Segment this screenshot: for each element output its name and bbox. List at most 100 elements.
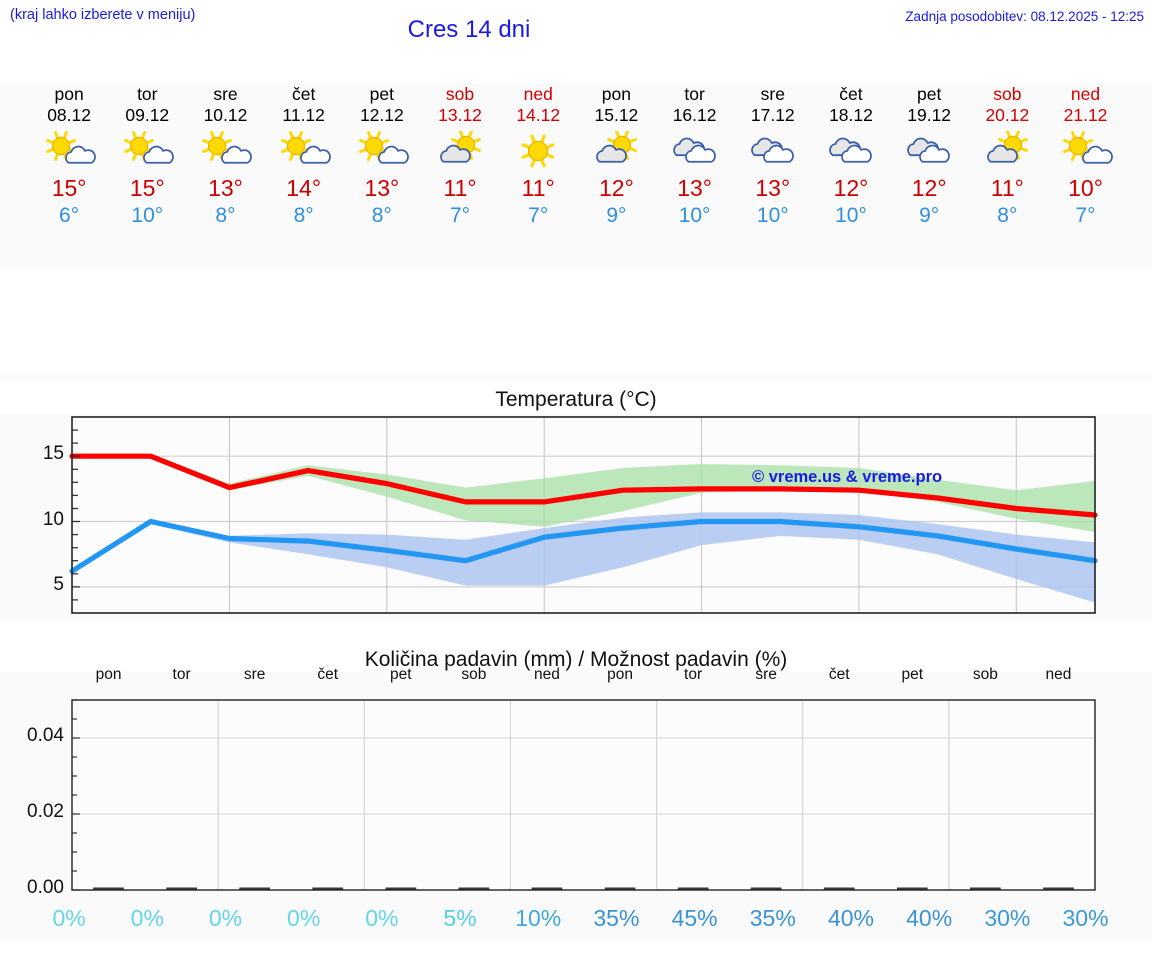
temp-min-label: 10°	[678, 204, 711, 227]
day-of-week-label: sob	[445, 84, 475, 104]
forecast-day-card[interactable]: tor 16.12 13° 10°	[656, 84, 734, 268]
day-date-label: 21.12	[1063, 105, 1108, 125]
overcast-icon	[823, 128, 879, 174]
day-date-label: 19.12	[907, 105, 952, 125]
forecast-days-row: pon 08.12 15° 6° tor 09.12 15° 10° sre 10.12 13…	[0, 84, 1152, 268]
precip-bar	[166, 887, 197, 890]
temp-min-label: 9°	[606, 204, 627, 227]
day-of-week-label: pon	[54, 84, 84, 104]
precipitation-chart-svg	[0, 672, 1152, 936]
forecast-day-card[interactable]: sre 10.12 13° 8°	[186, 84, 264, 268]
precip-bar	[93, 887, 124, 890]
precip-probability-label: 30%	[984, 905, 1031, 931]
temperature-chart: 5 10 15	[0, 375, 1152, 620]
forecast-day-card[interactable]: pet 19.12 12° 9°	[890, 84, 968, 268]
day-date-label: 17.12	[750, 105, 795, 125]
precip-bar	[823, 887, 855, 890]
forecast-day-card[interactable]: čet 18.12 12° 10°	[812, 84, 890, 268]
forecast-day-card[interactable]: pet 12.12 13° 8°	[343, 84, 421, 268]
temp-min-label: 8°	[997, 204, 1018, 227]
forecast-day-card[interactable]: ned 21.12 10° 7°	[1046, 84, 1124, 268]
temp-min-label: 10°	[131, 204, 164, 227]
forecast-day-card[interactable]: sob 20.12 11° 8°	[968, 84, 1046, 268]
precip-bar	[312, 887, 344, 890]
precip-probability-label: 5%	[443, 905, 477, 931]
precip-probability-label: 0%	[130, 905, 164, 931]
precip-y-tick-label: 0.00	[27, 877, 64, 898]
forecast-day-card[interactable]: sob 13.12 11° 7°	[421, 84, 499, 268]
forecast-day-card[interactable]: čet 11.12 14° 8°	[265, 84, 343, 268]
day-of-week-label: ned	[1070, 84, 1101, 104]
precip-probability-label: 30%	[1062, 905, 1109, 931]
temp-max-label: 12°	[833, 175, 869, 201]
temp-min-label: 7°	[528, 204, 549, 227]
precip-x-day-label: sre	[755, 666, 777, 683]
precip-probability-label: 0%	[52, 905, 86, 931]
day-date-label: 18.12	[829, 105, 873, 125]
precipitation-probability-row: 0% 0% 0% 0% 0% 5% 10% 35% 45% 35% 40% 40% 30% 30%	[0, 900, 1152, 940]
day-date-label: 13.12	[438, 105, 482, 125]
temp-min-label: 10°	[835, 204, 867, 227]
temp-min-label: 7°	[1075, 204, 1096, 227]
temp-max-label: 13°	[208, 175, 243, 201]
day-of-week-label: tor	[137, 84, 158, 104]
forecast-day-card[interactable]: tor 09.12 15° 10°	[108, 84, 186, 268]
day-of-week-label: sre	[760, 84, 785, 104]
cloud-sun-icon	[432, 128, 488, 174]
temp-max-label: 13°	[677, 175, 712, 201]
precip-x-day-label: pon	[607, 666, 633, 683]
precip-probability-label: 35%	[593, 905, 640, 931]
day-date-label: 10.12	[203, 105, 248, 125]
precip-gridlines	[72, 700, 1095, 890]
forecast-day-card[interactable]: ned 14.12 11° 7°	[499, 84, 577, 268]
forecast-day-card[interactable]: sre 17.12 13° 10°	[734, 84, 812, 268]
precip-x-day-label: sre	[243, 666, 266, 683]
temp-min-label: 8°	[293, 204, 314, 227]
precip-x-day-label: pet	[390, 666, 412, 683]
precip-probability-label: 45%	[671, 905, 718, 931]
overcast-icon	[901, 128, 957, 174]
sun-cloud-icon	[1058, 128, 1114, 174]
precip-x-day-label: ned	[534, 666, 560, 683]
day-date-label: 14.12	[516, 105, 561, 125]
precip-x-day-label: tor	[684, 666, 703, 683]
copyright-text: © vreme.us & vreme.pro	[752, 468, 943, 486]
day-date-label: 20.12	[985, 105, 1030, 125]
cloud-sun-icon	[979, 128, 1035, 174]
precip-x-day-label: pet	[901, 666, 924, 683]
precip-y-tick-label: 0.02	[27, 801, 64, 822]
temp-axis-ticks	[72, 429, 80, 601]
precip-plot-frame	[71, 699, 1096, 891]
cloud-sun-icon	[588, 128, 644, 174]
day-of-week-label: sob	[993, 84, 1022, 104]
precip-bar	[1043, 887, 1074, 890]
forecast-day-card[interactable]: pon 08.12 15° 6°	[30, 84, 108, 268]
precip-x-day-label: čet	[828, 666, 850, 683]
precip-y-tick-label: 0.04	[27, 725, 64, 746]
precip-probability-label: 40%	[827, 905, 874, 931]
day-of-week-label: pon	[601, 84, 631, 104]
precip-probability-label: 10%	[515, 905, 562, 931]
temp-max-label: 11°	[990, 175, 1024, 201]
overcast-icon	[667, 128, 723, 174]
day-of-week-label: ned	[523, 84, 553, 104]
day-of-week-label: tor	[684, 84, 705, 104]
precip-x-day-label: tor	[172, 666, 191, 683]
temp-min-label: 10°	[756, 204, 789, 227]
day-date-label: 16.12	[672, 105, 717, 125]
temp-max-label: 13°	[364, 175, 400, 201]
temp-min-label: 8°	[371, 204, 392, 227]
sun-cloud-icon	[354, 128, 410, 174]
precip-x-day-label: sob	[461, 666, 487, 683]
spacer-band	[0, 268, 1152, 375]
temp-chart-top-edge	[0, 375, 1152, 380]
temp-max-label: 12°	[599, 175, 634, 201]
temp-gridlines	[72, 417, 1095, 613]
forecast-day-card[interactable]: pon 15.12 12° 9°	[577, 84, 655, 268]
precip-bar	[897, 887, 928, 890]
precip-x-day-label: sob	[972, 666, 998, 683]
precip-bars	[93, 887, 1074, 890]
temp-y-tick-label: 15	[42, 443, 64, 465]
precip-bar	[531, 887, 563, 890]
